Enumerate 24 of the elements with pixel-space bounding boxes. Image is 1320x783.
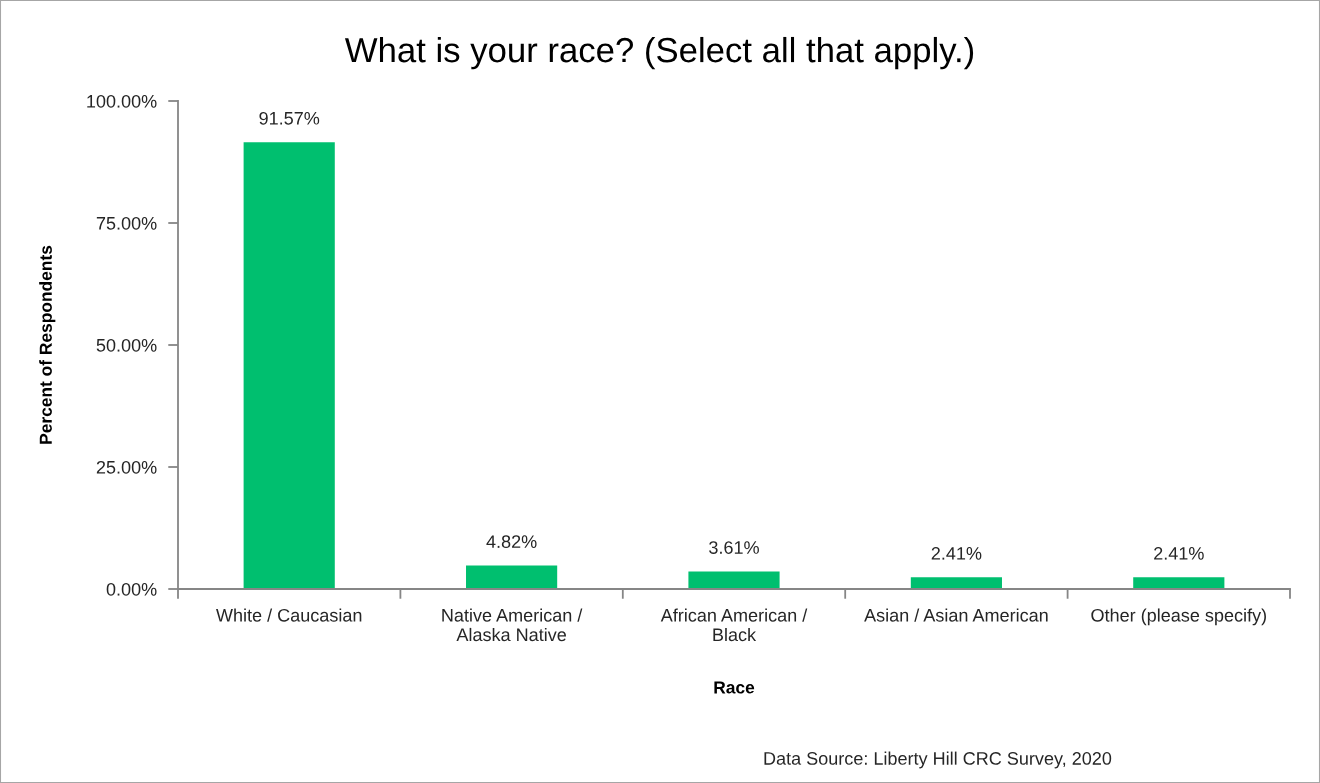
data-label: 2.41%	[1154, 547, 1204, 560]
bar	[1133, 577, 1225, 589]
bar	[910, 577, 1002, 589]
x-tick-label: African American / Black	[660, 608, 808, 642]
bar	[688, 571, 780, 589]
y-axis-title: Percent of Respondents	[39, 245, 56, 444]
data-label: 2.41%	[931, 547, 982, 560]
y-tick-label: 100.00%	[87, 94, 157, 108]
x-tick-label: Native American / Alaska Native	[442, 608, 583, 642]
y-tick-label: 75.00%	[96, 216, 157, 230]
source-note: Data Source: Liberty Hill CRC Survey, 2020	[764, 751, 1112, 769]
y-tick-label: 25.00%	[96, 460, 157, 474]
x-tick-label: White / Caucasian	[216, 608, 362, 622]
y-tick-label: 0.00%	[106, 582, 157, 596]
chart-title: What is your race? (Select all that apply.)	[344, 36, 974, 70]
x-tick-label: Other (please specify)	[1091, 608, 1266, 626]
bar	[243, 142, 335, 589]
data-label: 3.61%	[709, 541, 759, 554]
bar	[466, 565, 558, 589]
x-axis-title: Race	[714, 681, 755, 694]
data-label: 4.82%	[486, 535, 537, 549]
data-label: 91.57%	[259, 111, 320, 125]
y-tick-label: 50.00%	[96, 338, 157, 352]
x-tick-label: Asian / Asian American	[864, 608, 1048, 622]
